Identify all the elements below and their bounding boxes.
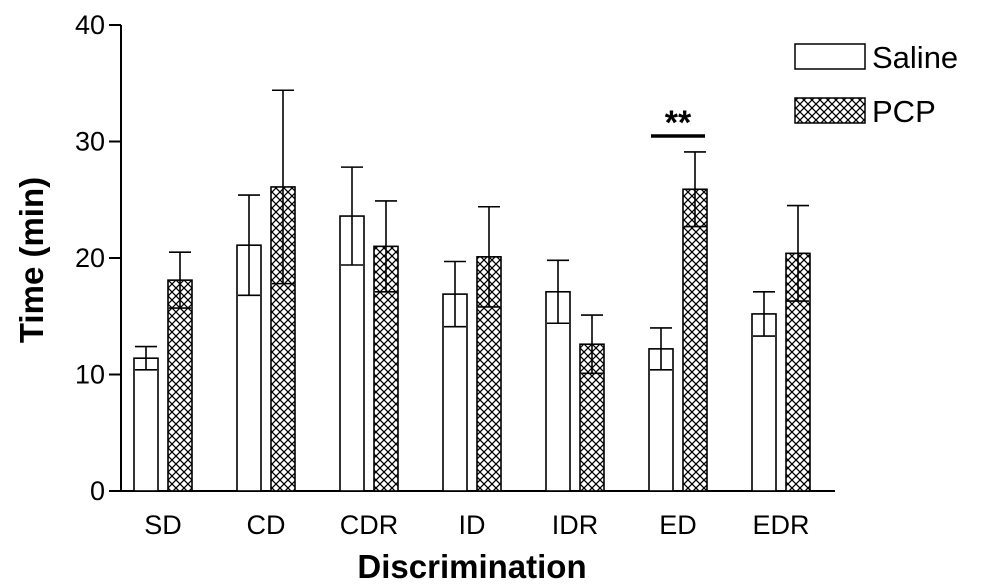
- bar-saline-ed: [648, 348, 674, 492]
- y-tick-label: 0: [90, 476, 105, 506]
- y-tick-label: 10: [75, 360, 105, 390]
- legend-swatch-saline: [794, 43, 866, 70]
- x-axis: SD CD CDR ID IDR ED EDR: [121, 490, 835, 540]
- y-tick-label: 20: [75, 243, 105, 273]
- y-tick-label: 30: [75, 127, 105, 157]
- x-axis-title: Discrimination: [357, 548, 586, 585]
- legend-label-saline: Saline: [872, 40, 958, 75]
- bar-pcp-idr: [579, 343, 605, 492]
- x-tick-label: CDR: [340, 510, 399, 540]
- legend-label-pcp: PCP: [872, 94, 936, 129]
- x-tick-label: SD: [144, 510, 182, 540]
- x-tick-label: IDR: [552, 510, 599, 540]
- bar-pcp-sd: [167, 279, 193, 492]
- bar-pcp-ed: [682, 188, 708, 492]
- x-tick-label: ED: [659, 510, 697, 540]
- y-axis-title: Time (min): [13, 177, 50, 343]
- bar-saline-edr: [751, 313, 777, 492]
- x-tick-label: EDR: [752, 510, 809, 540]
- bar-saline-idr: [545, 290, 571, 492]
- legend-swatch-pcp: [794, 97, 866, 124]
- x-tick-label: ID: [459, 510, 486, 540]
- x-tick-label: CD: [247, 510, 286, 540]
- y-axis: 0 10 20 30 40: [75, 10, 122, 506]
- annotations: **: [651, 104, 705, 142]
- y-tick-label: 40: [75, 10, 105, 40]
- legend: Saline PCP: [794, 40, 958, 129]
- significance-label: **: [665, 104, 692, 142]
- bar-saline-sd: [133, 357, 159, 492]
- bars: [133, 89, 811, 492]
